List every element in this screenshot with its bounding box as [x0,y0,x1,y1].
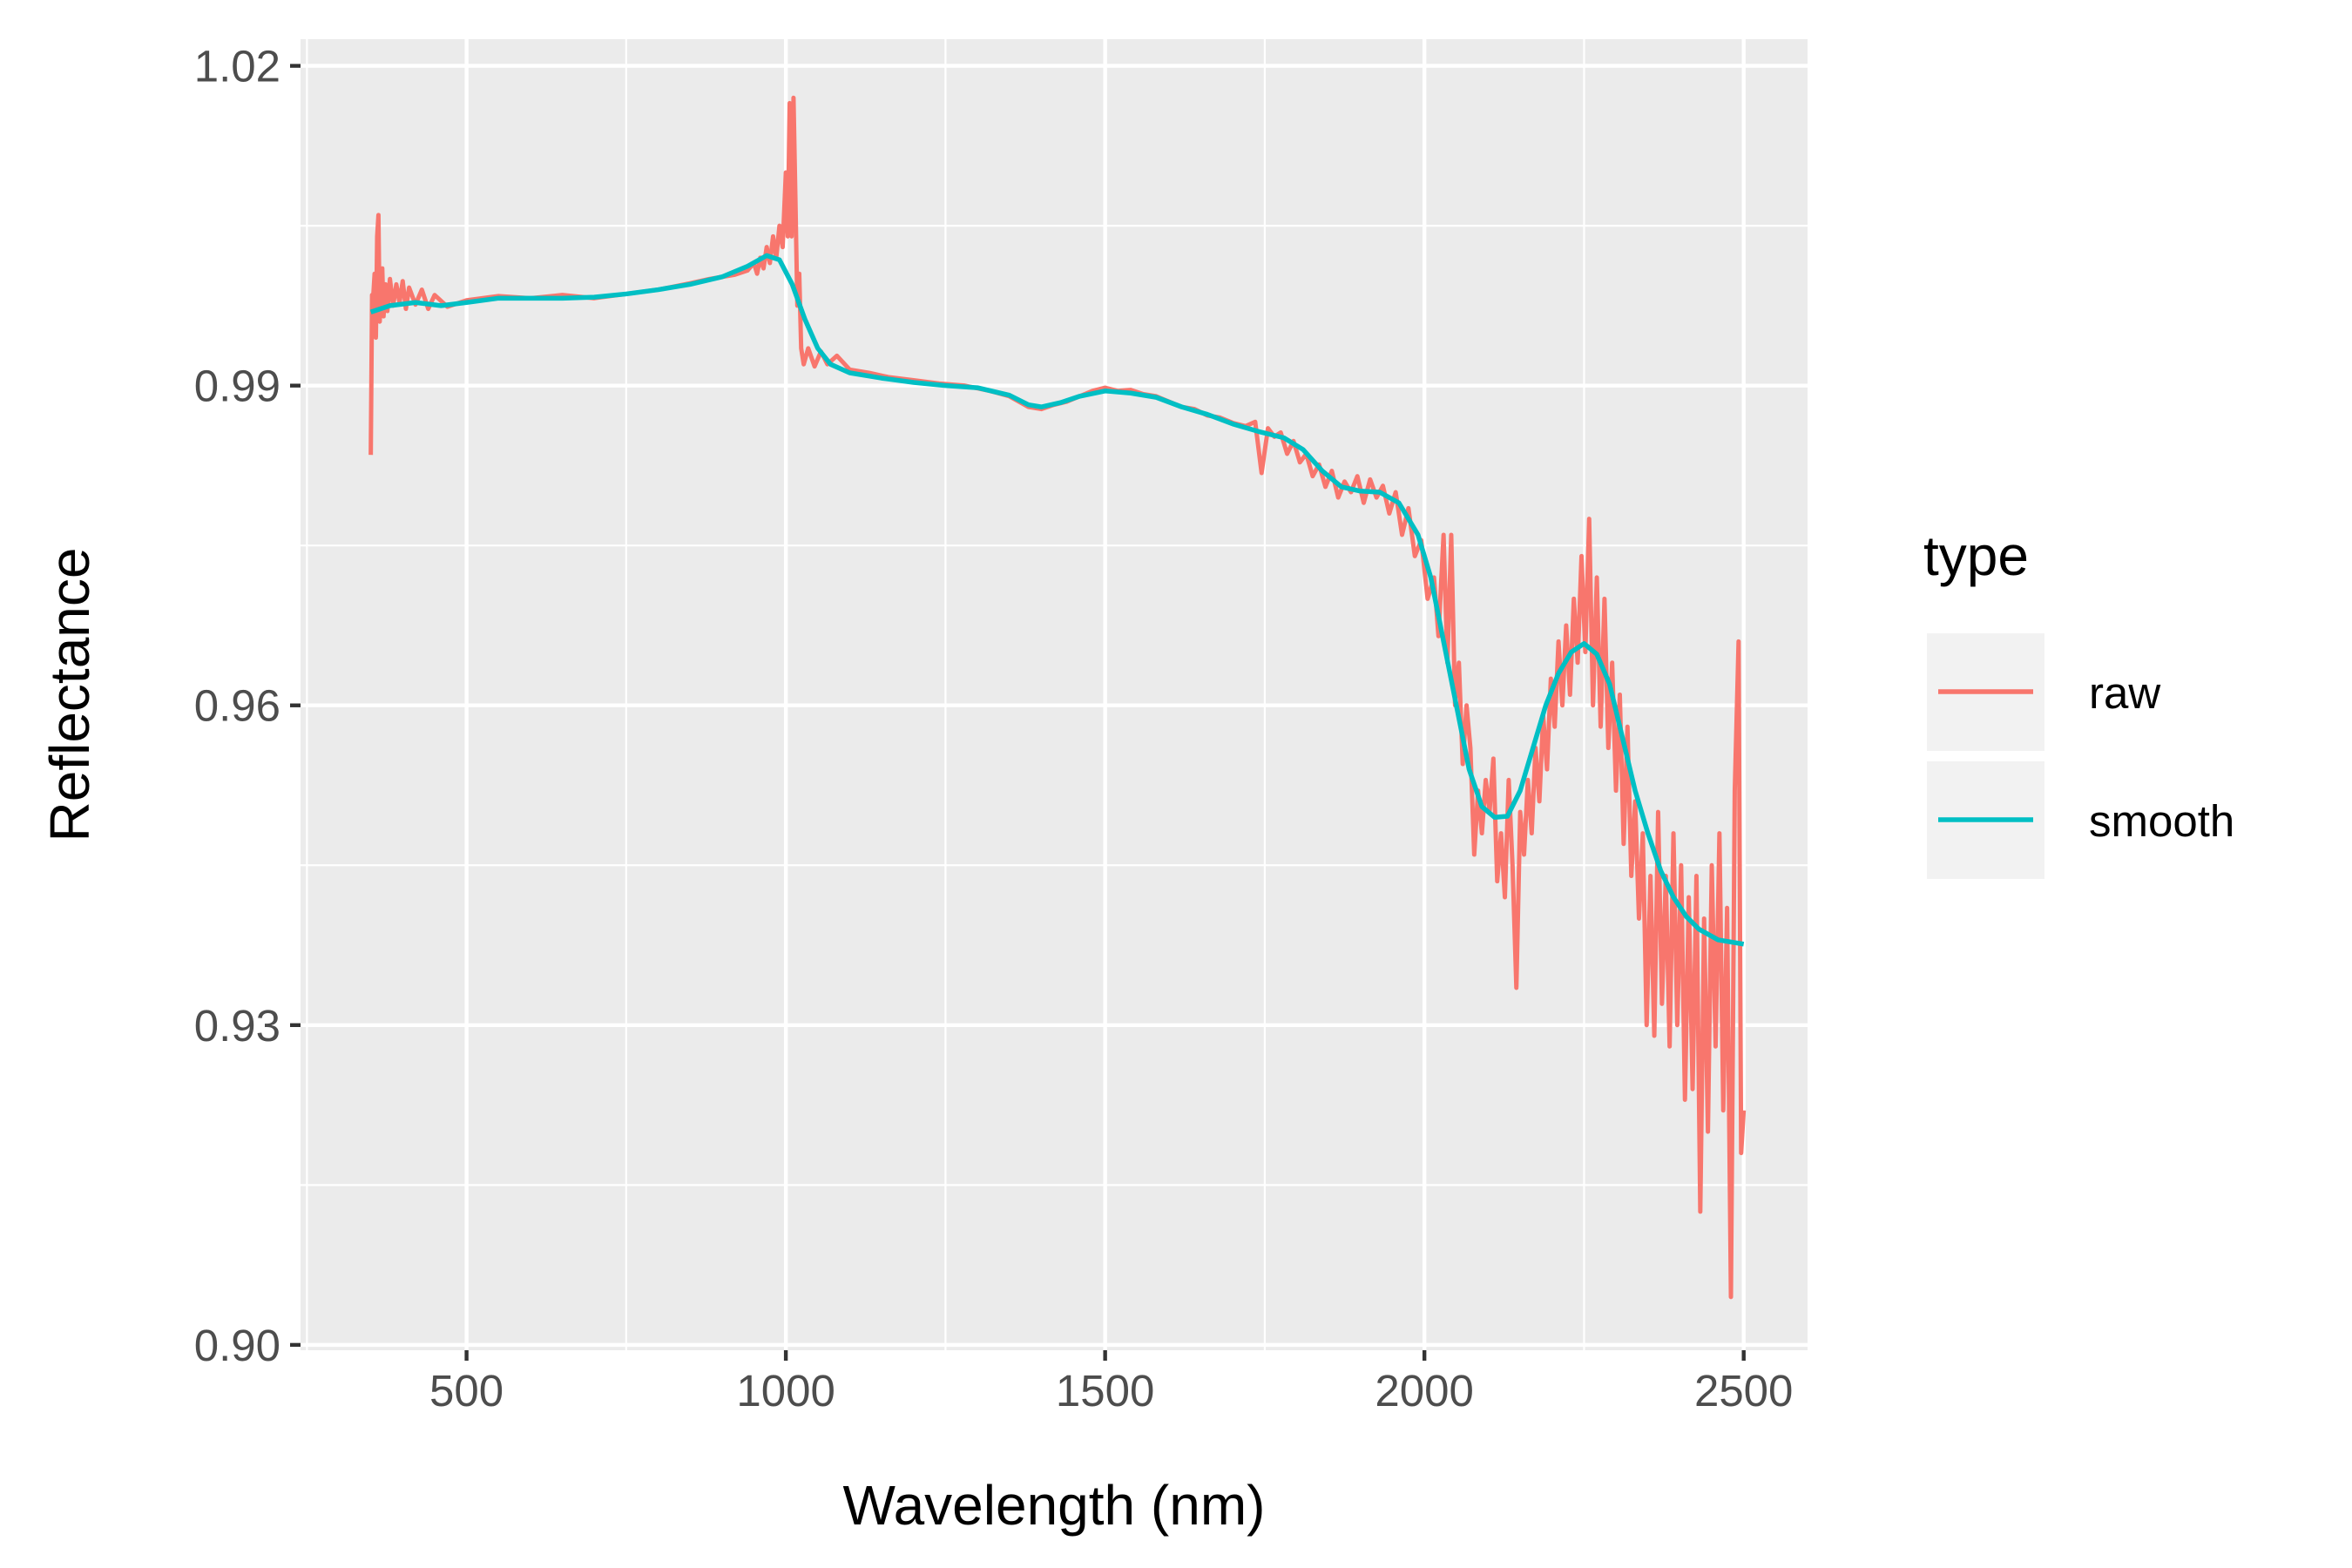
y-tick-label: 0.93 [194,1001,280,1051]
y-tick-label: 0.99 [194,362,280,411]
y-tick-label: 0.96 [194,681,280,731]
legend: type raw smooth [1923,524,2234,879]
minor-gridlines [301,39,1808,1350]
y-tick-label: 1.02 [194,42,280,91]
legend-title: type [1923,524,2029,587]
series-layer [368,95,1747,1300]
x-tick-label: 1500 [1056,1366,1154,1416]
y-axis: 0.90 0.93 0.96 0.99 1.02 [194,42,301,1370]
y-axis-title: Reflectance [38,548,101,842]
x-axis-title: Wavelength (nm) [843,1474,1266,1537]
y-tick-label: 0.90 [194,1321,280,1370]
major-gridlines [301,39,1808,1350]
plot-panel [301,39,1808,1350]
series-line-smooth [369,253,1745,947]
x-tick-label: 1000 [736,1366,835,1416]
x-axis: 500 1000 1500 2000 2500 [429,1350,1793,1416]
x-tick-label: 2000 [1375,1366,1473,1416]
legend-label-raw: raw [2089,668,2160,718]
x-tick-label: 500 [429,1366,504,1416]
x-tick-label: 2500 [1694,1366,1793,1416]
legend-items: raw smooth [1927,633,2234,879]
legend-label-smooth: smooth [2089,796,2234,846]
